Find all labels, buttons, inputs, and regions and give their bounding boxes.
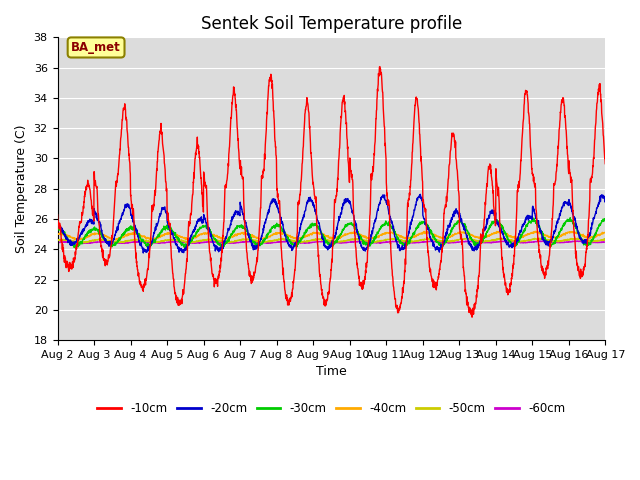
Legend: -10cm, -20cm, -30cm, -40cm, -50cm, -60cm: -10cm, -20cm, -30cm, -40cm, -50cm, -60cm (93, 397, 570, 420)
Text: BA_met: BA_met (71, 41, 121, 54)
Title: Sentek Soil Temperature profile: Sentek Soil Temperature profile (201, 15, 462, 33)
X-axis label: Time: Time (316, 365, 347, 379)
Y-axis label: Soil Temperature (C): Soil Temperature (C) (15, 124, 28, 253)
